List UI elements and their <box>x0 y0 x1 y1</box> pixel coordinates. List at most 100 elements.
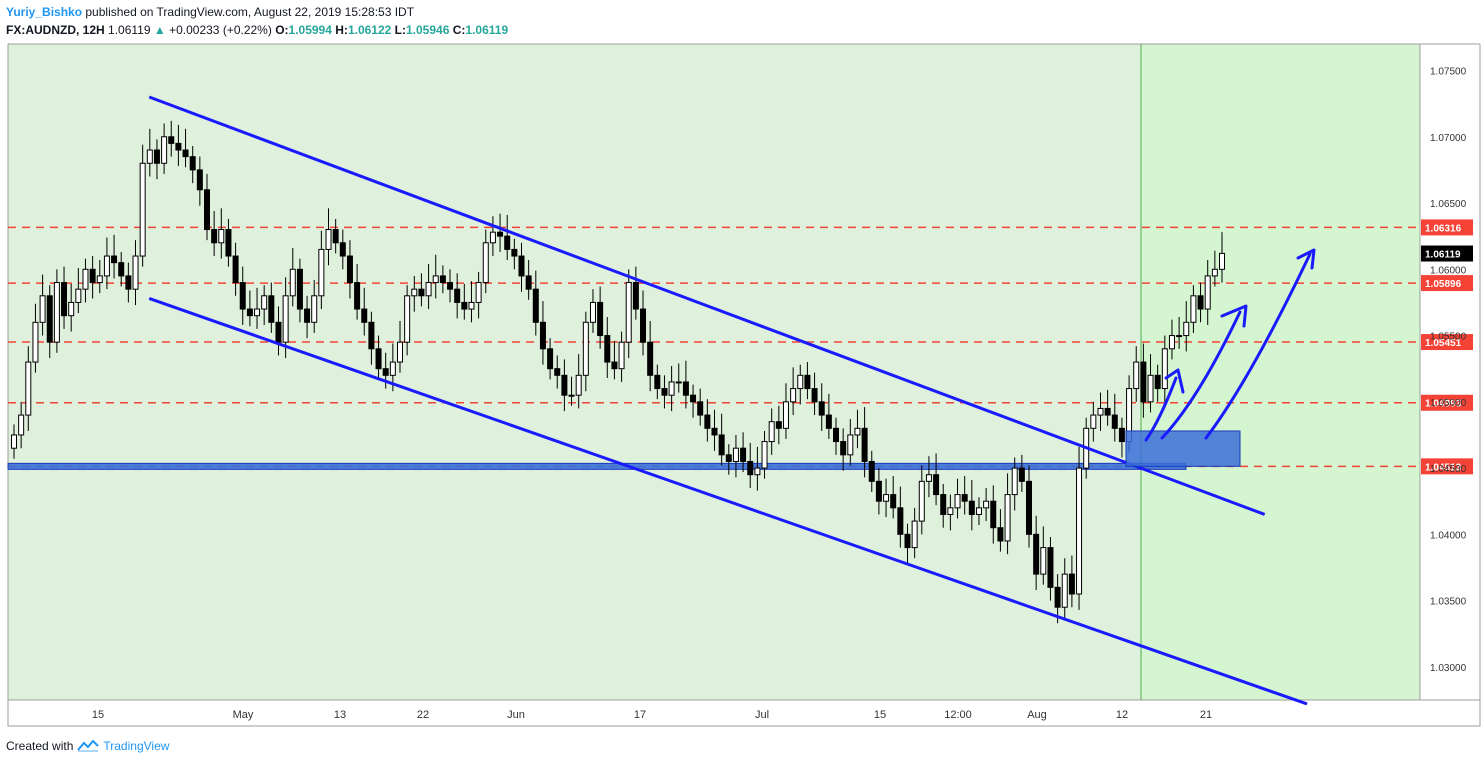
candle-body <box>161 136 168 164</box>
candle-body <box>432 275 439 284</box>
y-tick-label: 1.07000 <box>1430 133 1467 144</box>
candle-body <box>1190 295 1197 323</box>
candle-body <box>182 149 189 158</box>
price-chart[interactable]: 1.06316 1.05896 1.05451 1.04993 1.04513 1.061… <box>0 0 1484 735</box>
candle-body <box>1204 275 1211 310</box>
candle-body <box>947 507 954 515</box>
candle-body <box>468 301 475 310</box>
symbol-label: FX:AUDNZD, 12H <box>6 23 105 37</box>
high-label: H: <box>335 23 348 37</box>
high-value: 1.06122 <box>347 23 392 37</box>
candle-body <box>1219 252 1225 270</box>
candle-body <box>382 368 389 376</box>
candle-body <box>811 388 818 403</box>
level-price-tag <box>1421 458 1473 475</box>
candle-body <box>740 447 747 462</box>
x-tick-label: 12:00 <box>944 709 972 721</box>
y-tick-label: 1.05500 <box>1430 332 1467 343</box>
x-tick-label: 15 <box>874 709 886 721</box>
candle-body <box>897 507 904 535</box>
candle-body <box>711 427 718 436</box>
candle-body <box>961 494 968 502</box>
candle-body <box>289 268 296 297</box>
level-price-tag <box>1421 275 1473 292</box>
candle-body <box>682 381 689 396</box>
x-tick-label: Aug <box>1027 709 1047 721</box>
candle-body <box>225 229 232 257</box>
candle-body <box>1154 374 1161 390</box>
close-value: 1.06119 <box>465 23 509 37</box>
level-price-tag <box>1421 219 1473 236</box>
candle-body <box>61 282 68 317</box>
candle-body <box>532 288 539 323</box>
y-tick-label: 1.03000 <box>1430 663 1467 674</box>
price-change: +0.00233 (+0.22%) <box>169 23 272 37</box>
level-price-label: 1.04513 <box>1425 462 1462 473</box>
candle-body <box>1197 295 1204 310</box>
candle-body <box>782 401 789 429</box>
candle-body <box>32 321 39 363</box>
candle-body <box>968 500 975 515</box>
candle-body <box>325 229 332 250</box>
publish-info: Yuriy_Bishko published on TradingView.co… <box>6 5 414 19</box>
author-link[interactable]: Yuriy_Bishko <box>6 5 83 19</box>
y-tick-label: 1.07500 <box>1430 67 1467 78</box>
candle-body <box>168 136 175 144</box>
candle-body <box>611 361 618 370</box>
candle-body <box>304 308 311 323</box>
candle-body <box>890 494 897 509</box>
candle-body <box>790 388 797 403</box>
level-price-label: 1.05451 <box>1425 338 1462 349</box>
candle-body <box>1076 467 1083 595</box>
candle-body <box>875 480 882 502</box>
candle-body <box>82 268 89 290</box>
candle-body <box>1147 374 1154 403</box>
candle-body <box>439 275 446 284</box>
candle-body <box>761 441 768 469</box>
candle-body <box>847 434 854 456</box>
candle-body <box>96 275 103 284</box>
candle-body <box>118 262 125 277</box>
candle-body <box>368 321 375 350</box>
candle-body <box>883 494 890 502</box>
candle-body <box>361 308 368 323</box>
candle-body <box>75 288 82 303</box>
candle-body <box>732 447 739 462</box>
candle-body <box>1090 414 1097 429</box>
tradingview-link[interactable]: TradingView <box>103 739 170 753</box>
candle-body <box>582 321 589 376</box>
candle-body <box>68 301 75 317</box>
candle-body <box>775 421 782 429</box>
support-band <box>7 462 1187 470</box>
candle-body <box>597 301 604 337</box>
candle-body <box>346 255 353 284</box>
candle-body <box>39 295 46 323</box>
candle-body <box>1040 547 1047 575</box>
forecast-arrow-long <box>1204 248 1316 440</box>
candle-body <box>1004 494 1011 542</box>
channel-trendline <box>148 95 1266 516</box>
y-tick-label: 1.04500 <box>1430 464 1467 475</box>
candle-body <box>804 374 811 390</box>
candle-body <box>282 295 289 343</box>
candle-body <box>833 427 840 443</box>
candle-body <box>825 414 832 429</box>
forecast-arrow-mid <box>1160 304 1248 440</box>
low-value: 1.05946 <box>406 23 450 37</box>
candle-body <box>818 401 825 416</box>
candle-body <box>1011 467 1018 496</box>
candle-body <box>103 255 110 277</box>
x-tick-label: 12 <box>1116 709 1128 721</box>
candle-body <box>690 394 697 403</box>
time-axis <box>7 699 1481 727</box>
candle-body <box>497 231 504 237</box>
candle-body <box>139 162 146 257</box>
candle-body <box>754 467 761 476</box>
x-tick-label: Jul <box>755 709 769 721</box>
candle-body <box>618 341 625 370</box>
candle-body <box>768 421 775 443</box>
candle-body <box>518 255 525 277</box>
last-price-label: 1.06119 <box>1425 250 1461 261</box>
candle-body <box>418 288 425 297</box>
candle-body <box>375 348 382 370</box>
